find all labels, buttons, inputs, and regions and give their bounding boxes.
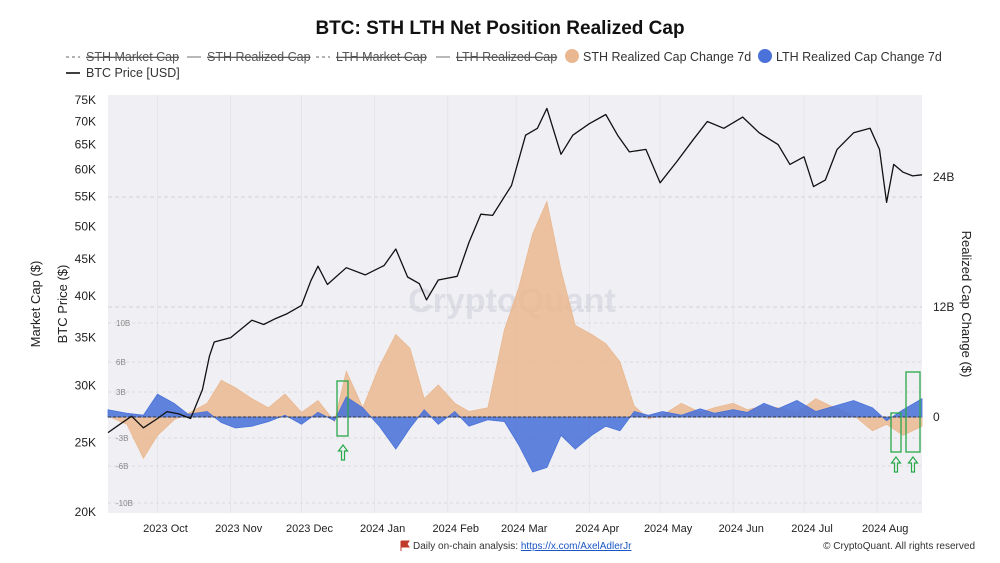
x-tick-8: 2024 Jun <box>719 523 764 535</box>
inner-tick-2: 3B <box>116 388 126 397</box>
annotation-arrow-aug1 <box>890 456 902 473</box>
footer-copyright: © CryptoQuant. All rights reserved <box>823 541 975 552</box>
inner-tick-0: 10B <box>116 319 130 328</box>
y-left-tick-11: 20K <box>75 505 96 519</box>
x-tick-5: 2024 Mar <box>501 523 548 535</box>
x-tick-7: 2024 May <box>644 523 693 535</box>
legend-item-sth-realized-cap[interactable]: STH Realized Cap <box>187 50 311 64</box>
legend-swatch-lth-change <box>758 49 772 63</box>
y-right-tick-1: 12B <box>933 300 954 314</box>
price-series <box>107 107 923 434</box>
y-left-tick-6: 45K <box>75 252 96 266</box>
y-right-tick-0: 24B <box>933 170 954 184</box>
annotation-arrow-dec <box>337 444 349 461</box>
area-series <box>107 200 923 473</box>
x-tick-9: 2024 Jul <box>791 523 833 535</box>
footer-text: Daily on-chain analysis: https://x.com/A… <box>413 541 632 552</box>
y-left-tick-5: 50K <box>75 219 96 233</box>
annotation-arrow-aug2 <box>907 456 919 473</box>
legend-item-lth-market-cap[interactable]: LTH Market Cap <box>316 50 427 64</box>
inner-tick-5: -10B <box>116 499 133 508</box>
annotation-box-aug1 <box>890 412 902 453</box>
y-left-tick-3: 60K <box>75 163 96 177</box>
legend-label-sth-change: STH Realized Cap Change 7d <box>583 50 751 64</box>
legend: STH Market Cap STH Realized Cap LTH Mark… <box>66 49 942 80</box>
flag-icon <box>400 540 410 551</box>
y-right-ticks: 24B 12B 0 <box>933 170 954 424</box>
legend-swatch-sth-change <box>565 49 579 63</box>
y-left-tick-8: 35K <box>75 331 96 345</box>
inner-tick-1: 6B <box>116 358 126 367</box>
legend-item-btc-price[interactable]: BTC Price [USD] <box>66 66 180 80</box>
y-right-tick-2: 0 <box>933 410 940 424</box>
footer: Daily on-chain analysis: https://x.com/A… <box>400 540 975 552</box>
x-tick-6: 2024 Apr <box>575 523 619 535</box>
legend-label-lth-realized-cap: LTH Realized Cap <box>456 50 557 64</box>
legend-label-lth-market-cap: LTH Market Cap <box>336 50 427 64</box>
annotations <box>336 371 921 473</box>
grid <box>108 95 922 513</box>
y-left-tick-2: 65K <box>75 138 96 152</box>
x-tick-0: 2023 Oct <box>143 523 188 535</box>
x-tick-2: 2023 Dec <box>286 523 334 535</box>
legend-label-lth-change: LTH Realized Cap Change 7d <box>776 50 942 64</box>
legend-item-sth-market-cap[interactable]: STH Market Cap <box>66 50 179 64</box>
y-left-ticks: 75K 70K 65K 60K 55K 50K 45K 40K 35K 30K 25K 20K <box>75 93 96 519</box>
inner-tick-3: -3B <box>116 434 128 443</box>
inner-ticks: 10B 6B 3B -3B -6B -10B <box>116 319 133 508</box>
btc-price-line <box>107 107 923 434</box>
y-right-title: Realized Cap Change ($) <box>959 231 974 378</box>
inner-tick-4: -6B <box>116 462 128 471</box>
footer-link[interactable]: https://x.com/AxelAdlerJr <box>521 541 632 552</box>
x-tick-3: 2024 Jan <box>360 523 405 535</box>
legend-label-sth-realized-cap: STH Realized Cap <box>207 50 311 64</box>
y-left-title: Market Cap ($) <box>28 261 43 348</box>
x-ticks: 2023 Oct 2023 Nov 2023 Dec 2024 Jan 2024 Feb… <box>143 523 908 535</box>
y-left-tick-1: 70K <box>75 115 96 129</box>
annotation-box-aug2 <box>905 371 921 453</box>
legend-item-lth-realized-cap[interactable]: LTH Realized Cap <box>436 50 557 64</box>
x-tick-1: 2023 Nov <box>215 523 263 535</box>
legend-item-sth-change[interactable]: STH Realized Cap Change 7d <box>565 49 751 64</box>
annotation-box-dec <box>336 380 349 437</box>
x-tick-4: 2024 Feb <box>433 523 479 535</box>
y-left-tick-7: 40K <box>75 289 96 303</box>
y-left2-title: BTC Price ($) <box>55 265 70 344</box>
y-left-tick-10: 25K <box>75 435 96 449</box>
legend-item-lth-change[interactable]: LTH Realized Cap Change 7d <box>758 49 942 64</box>
y-left-tick-4: 55K <box>75 190 96 204</box>
area-lth-change <box>107 393 923 473</box>
chart-title: BTC: STH LTH Net Position Realized Cap <box>315 18 684 39</box>
y-left-tick-9: 30K <box>75 379 96 393</box>
x-tick-10: 2024 Aug <box>862 523 909 535</box>
legend-label-sth-market-cap: STH Market Cap <box>86 50 179 64</box>
y-left-tick-0: 75K <box>75 93 96 107</box>
footer-left: Daily on-chain analysis: <box>413 541 521 552</box>
legend-label-btc-price: BTC Price [USD] <box>86 66 180 80</box>
